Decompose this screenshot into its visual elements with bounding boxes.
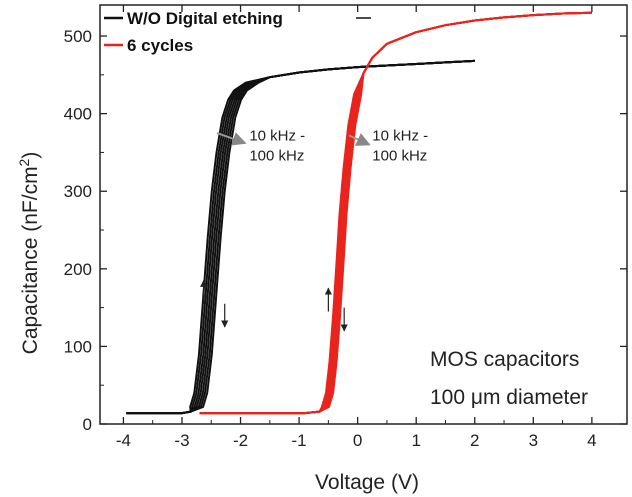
frequency-arrow-1 [216,132,247,146]
x-tick-label: 0 [353,431,362,450]
x-tick-label: -2 [233,431,248,450]
legend: W/O Digital etching 6 cycles [104,9,371,55]
legend-label-wo-etching: W/O Digital etching [127,9,283,28]
series-curve [126,59,475,415]
note-line-2: 100 μm diameter [430,386,588,409]
note-line-2-unit: μm diameter [471,386,588,409]
series-curve [126,59,475,415]
x-tick-label: -1 [292,431,307,450]
note-line-2-prefix: 100 [430,386,471,409]
series-curve [126,59,475,415]
plot-border [99,4,628,425]
x-tick-label: 2 [470,431,479,450]
series-6-cycles [199,11,592,415]
y-tick-label: 300 [64,182,92,201]
y-axis-title-superscript: 2 [16,158,32,166]
y-axis-title: Capacitance (nF/cm2) [16,152,42,355]
x-tick-label: 4 [587,431,596,450]
series-curve [126,59,475,415]
frequency-label-line1-1: 10 kHz - [249,128,305,145]
frequency-label-line2-2: 100 kHz [372,148,427,165]
plot-frame [99,4,628,425]
x-axis-title: Voltage (V) [315,471,419,494]
x-tick-label: 3 [529,431,538,450]
y-axis-title-main: Capacitance (nF/cm [19,166,42,354]
series-wo-digital-etching [126,59,475,415]
y-tick-label: 100 [64,337,92,356]
y-tick-label: 500 [64,27,92,46]
frequency-label-line2-1: 100 kHz [249,148,304,165]
series-curve [126,59,475,415]
series-layer [126,11,592,415]
x-tick-label: -3 [174,431,189,450]
x-tick-label: -4 [116,431,131,450]
y-tick-label: 0 [83,415,92,434]
x-tick-label: 1 [411,431,420,450]
annotation-layer: 10 kHz - 100 kHz 10 kHz - 100 kHz [200,128,428,332]
note-line-1: MOS capacitors [430,348,579,371]
series-curve [126,59,475,415]
series-curve [199,11,592,415]
y-axis-title-close: ) [19,152,42,159]
ticks-layer: -4 -3 -2 -1 0 1 2 3 4 0 100 200 300 400 500 [64,5,627,450]
y-tick-label: 400 [64,105,92,124]
frequency-label-line1-2: 10 kHz - [372,128,428,145]
frequency-arrow-2 [348,133,371,146]
legend-label-6-cycles: 6 cycles [127,36,193,55]
series-curve [126,59,475,415]
y-tick-label: 200 [64,260,92,279]
